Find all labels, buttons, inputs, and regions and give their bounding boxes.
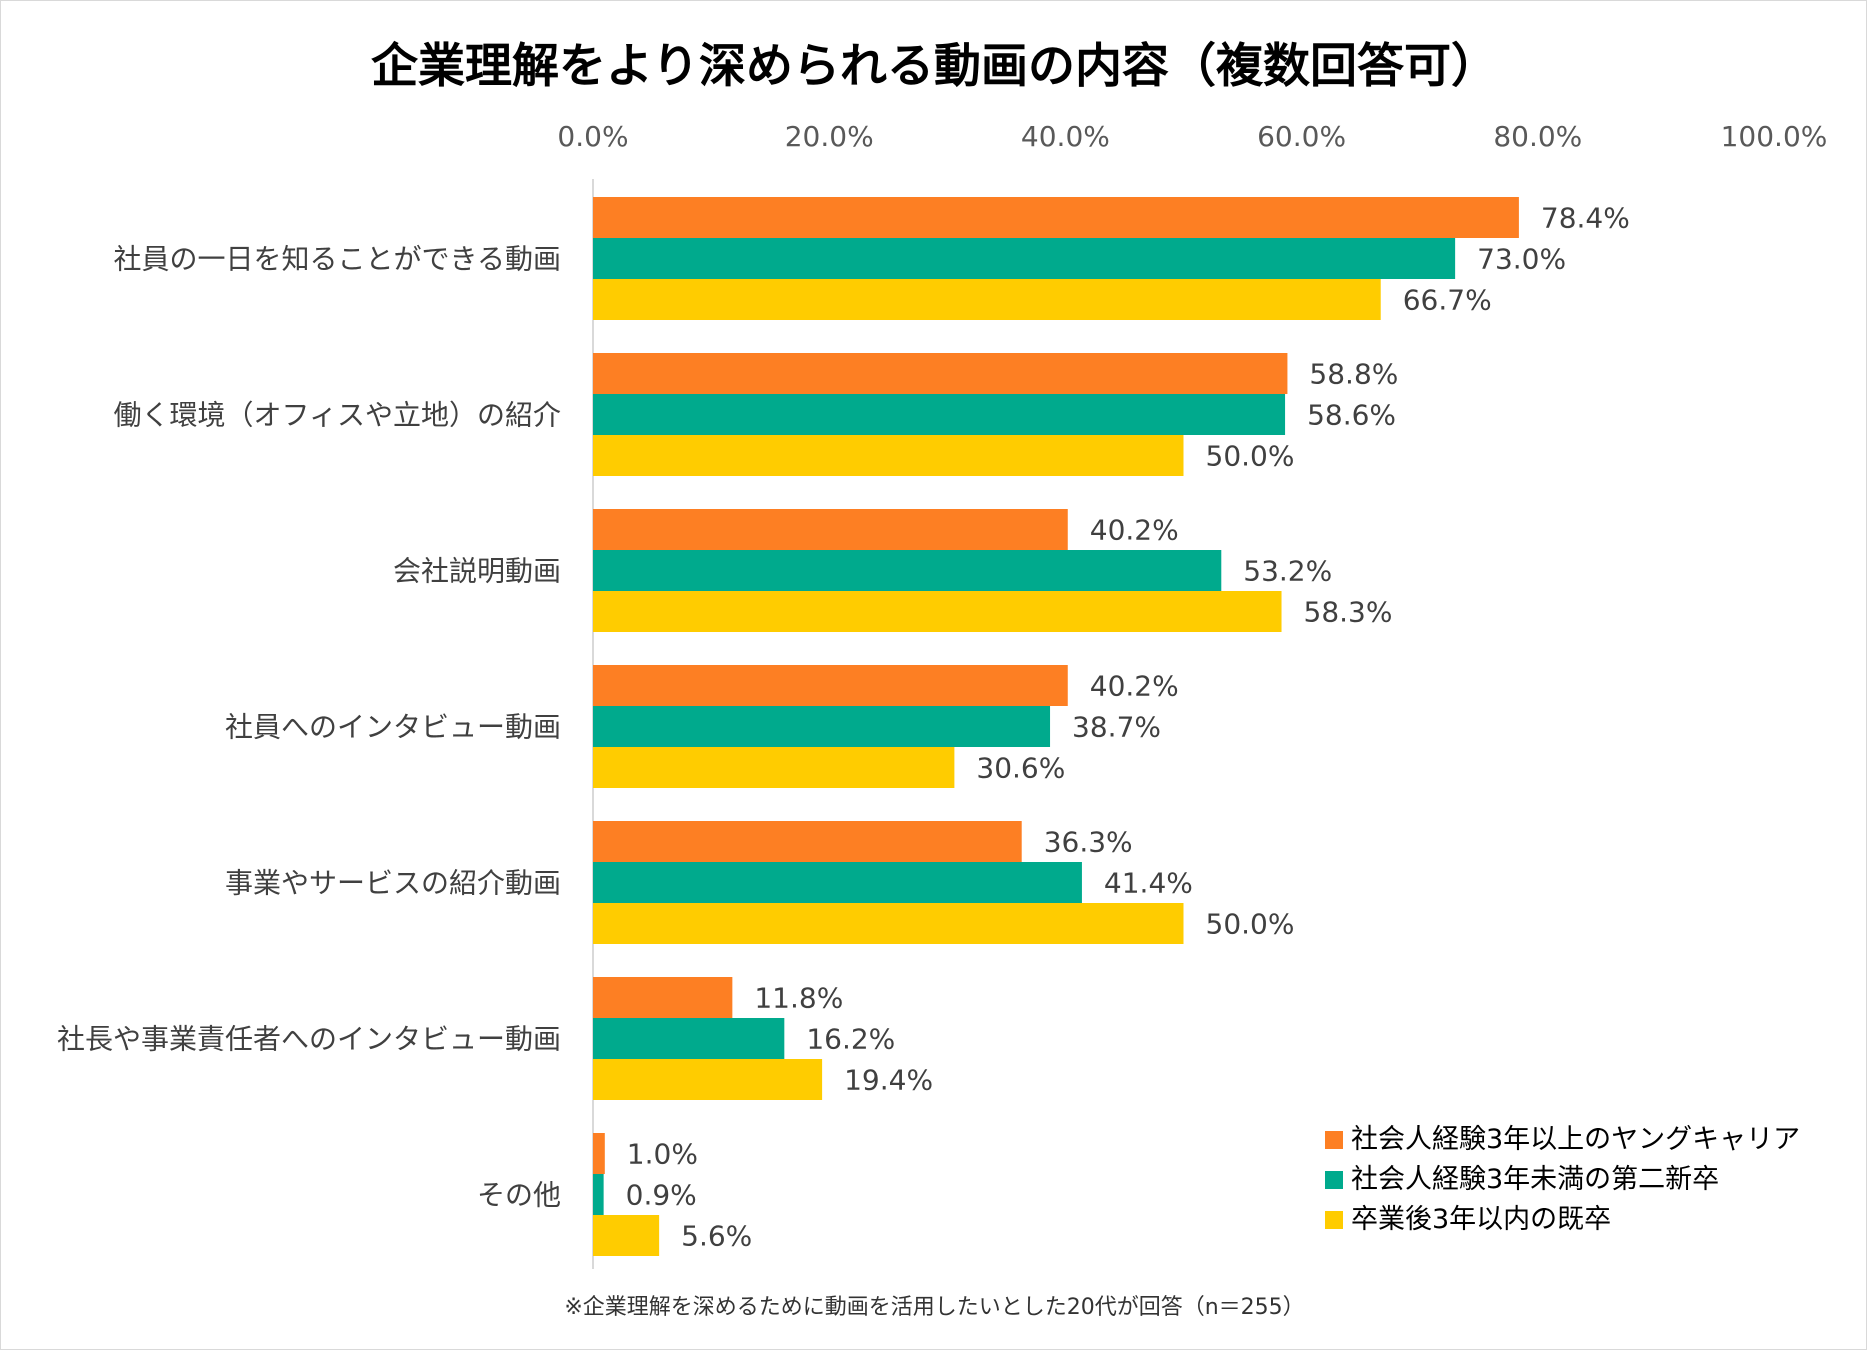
x-tick-label: 80.0% [1493, 120, 1582, 153]
data-label: 40.2% [1090, 670, 1179, 703]
data-label: 58.8% [1309, 358, 1398, 391]
category-label: 社員の一日を知ることができる動画 [114, 243, 561, 276]
bar [593, 1059, 823, 1100]
category-label: 事業やサービスの紹介動画 [225, 867, 561, 900]
bar [593, 903, 1184, 944]
bar [593, 279, 1381, 320]
category-label: その他 [477, 1179, 561, 1212]
bar [593, 238, 1456, 279]
legend: 社会人経験3年以上のヤングキャリア社会人経験3年未満の第二新卒卒業後3年以内の既… [1325, 1124, 1800, 1235]
data-label: 66.7% [1403, 284, 1492, 317]
category-labels: 社員の一日を知ることができる動画働く環境（オフィスや立地）の紹介会社説明動画社員… [57, 243, 561, 1212]
category-label: 会社説明動画 [393, 555, 561, 588]
data-label: 50.0% [1206, 440, 1295, 473]
data-label: 40.2% [1090, 514, 1179, 547]
data-label: 78.4% [1541, 202, 1630, 235]
legend-swatch [1325, 1211, 1343, 1229]
category-label: 社長や事業責任者へのインタビュー動画 [57, 1023, 561, 1056]
data-label: 11.8% [754, 982, 843, 1015]
bar [593, 509, 1068, 550]
bars [593, 197, 1519, 1256]
data-label: 19.4% [844, 1064, 933, 1097]
x-axis-ticks: 0.0% 20.0% 40.0% 60.0% 80.0% 100.0% [557, 120, 1827, 153]
bar [593, 353, 1288, 394]
category-label: 社員へのインタビュー動画 [225, 711, 561, 744]
bar [593, 591, 1282, 632]
x-tick-label: 60.0% [1257, 120, 1346, 153]
data-label: 0.9% [626, 1179, 697, 1212]
category-label: 働く環境（オフィスや立地）の紹介 [114, 399, 561, 432]
data-labels: 78.4% 73.0% 66.7% 58.8% 58.6% 50.0% 40.2% 53.2%… [626, 202, 1630, 1253]
legend-label: 社会人経験3年未満の第二新卒 [1351, 1164, 1719, 1195]
bar [593, 706, 1051, 747]
legend-swatch [1325, 1171, 1343, 1189]
bar [593, 394, 1286, 435]
data-label: 58.6% [1307, 399, 1396, 432]
bar [593, 977, 733, 1018]
bar [593, 821, 1022, 862]
data-label: 73.0% [1477, 243, 1566, 276]
data-label: 16.2% [806, 1023, 895, 1056]
data-label: 50.0% [1206, 908, 1295, 941]
data-label: 1.0% [627, 1138, 698, 1171]
bar [593, 197, 1519, 238]
bar [593, 1215, 660, 1256]
bar [593, 1133, 605, 1174]
data-label: 36.3% [1044, 826, 1133, 859]
bar [593, 550, 1222, 591]
data-label: 30.6% [976, 752, 1065, 785]
bar [593, 435, 1184, 476]
bar [593, 747, 955, 788]
x-tick-label: 20.0% [785, 120, 874, 153]
bar [593, 1018, 785, 1059]
data-label: 53.2% [1243, 555, 1332, 588]
legend-label: 卒業後3年以内の既卒 [1351, 1204, 1611, 1235]
data-label: 41.4% [1104, 867, 1193, 900]
legend-swatch [1325, 1131, 1343, 1149]
bar [593, 665, 1068, 706]
bar [593, 862, 1082, 903]
legend-label: 社会人経験3年以上のヤングキャリア [1351, 1124, 1800, 1155]
footnote: ※企業理解を深めるために動画を活用したいとした20代が回答（n＝255） [564, 1295, 1305, 1320]
bar [593, 1174, 604, 1215]
x-tick-label: 0.0% [557, 120, 628, 153]
chart-title: 企業理解をより深められる動画の内容（複数回答可） [370, 39, 1499, 94]
data-label: 58.3% [1304, 596, 1393, 629]
x-tick-label: 100.0% [1721, 120, 1828, 153]
x-tick-label: 40.0% [1021, 120, 1110, 153]
data-label: 5.6% [681, 1220, 752, 1253]
data-label: 38.7% [1072, 711, 1161, 744]
